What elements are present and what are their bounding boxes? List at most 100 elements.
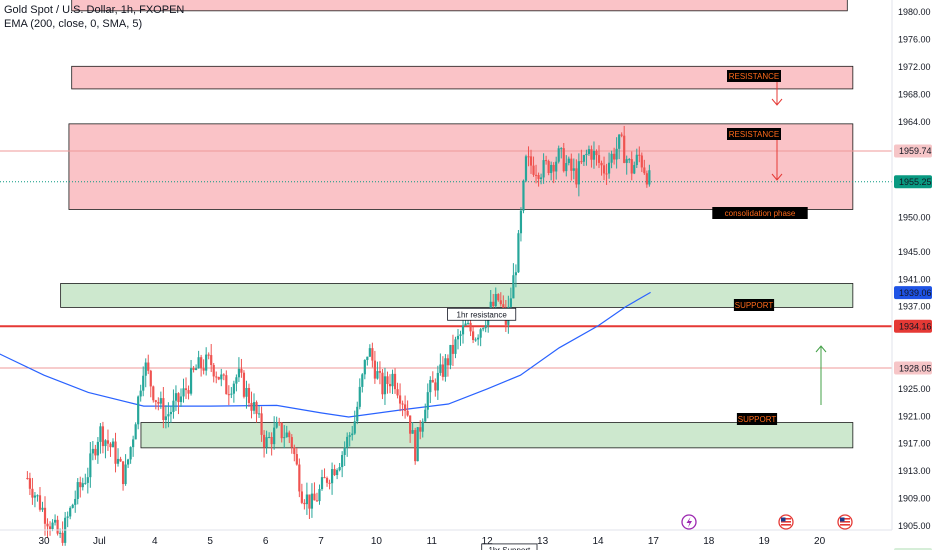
candle-body [300, 491, 303, 503]
resistance-zone[interactable] [71, 0, 848, 12]
candle-body [613, 153, 616, 160]
lightning-event-icon[interactable] [681, 514, 697, 530]
candle-body [466, 322, 470, 324]
candle-body [212, 365, 215, 377]
candle-body [416, 427, 419, 462]
candle [595, 149, 598, 166]
down-arrow-icon[interactable] [771, 136, 783, 181]
support-zone[interactable] [140, 422, 854, 449]
candle [28, 472, 31, 496]
resistance-zone[interactable] [68, 123, 854, 210]
candle-body [587, 149, 591, 154]
candle-body [38, 495, 42, 510]
candle [615, 137, 618, 169]
candle-body [643, 167, 646, 174]
candle [600, 160, 603, 176]
zone-label-bg [712, 207, 808, 219]
candle [94, 444, 97, 460]
candle [575, 159, 578, 188]
time-tick-label: 11 [427, 536, 438, 547]
resistance-zone-label[interactable]: consolidation phase [712, 207, 808, 219]
candle-body [116, 458, 120, 464]
candle-body [346, 436, 349, 448]
candle-body [529, 156, 533, 166]
candle [587, 145, 591, 156]
candle-body [499, 300, 502, 305]
candle-body [366, 356, 369, 361]
candle [643, 159, 646, 175]
candle-body [127, 459, 130, 465]
zone-label-bg [727, 70, 781, 82]
candle-body [371, 348, 374, 361]
candle [426, 383, 429, 419]
candle [577, 153, 580, 197]
candle [313, 482, 316, 501]
support-zone-label[interactable]: SUPPORT [736, 413, 778, 425]
candle [210, 344, 213, 373]
candle-body [273, 427, 276, 445]
candle [53, 514, 57, 526]
candle [449, 344, 452, 370]
price-axis-bg[interactable] [892, 0, 932, 530]
candle-body [482, 328, 485, 330]
candle-body [539, 177, 543, 179]
symbol-title[interactable]: Gold Spot / U.S. Dollar, 1h, FXOPEN [4, 4, 185, 16]
support-zone[interactable] [60, 283, 854, 308]
candle-body [446, 358, 450, 366]
candle-body [240, 368, 243, 373]
candle [240, 358, 243, 378]
resistance-zone-label[interactable]: RESISTANCE [727, 70, 781, 82]
text-annotation[interactable]: 1hr resistance [447, 307, 517, 321]
candle [51, 519, 54, 532]
candle-body [401, 403, 404, 405]
price-tick-label: 1950.00 [898, 213, 931, 223]
candle-body [560, 148, 563, 150]
price-badge[interactable]: 1955.25 [894, 175, 932, 189]
candle-body [386, 376, 389, 384]
chart-legend: Gold Spot / U.S. Dollar, 1h, FXOPEN EMA … [4, 3, 184, 31]
price-badge[interactable]: 1934.16 [894, 319, 932, 333]
candle [431, 371, 434, 383]
candle [628, 157, 631, 164]
up-arrow-icon[interactable] [815, 345, 827, 405]
candle-body [41, 507, 44, 510]
candle [33, 492, 37, 508]
ema-indicator-label[interactable]: EMA (200, close, 0, SMA, 5) [4, 18, 143, 30]
candle-body [333, 469, 336, 476]
annotation-box [447, 307, 517, 321]
price-badge[interactable]: 1939.06 [894, 286, 932, 300]
candle [429, 376, 432, 404]
candle-body [552, 164, 555, 172]
price-badge[interactable]: 1928.05 [894, 361, 932, 375]
price-badge[interactable]: 1959.74 [894, 144, 932, 158]
time-tick-label: Jul [93, 536, 106, 547]
candle-body [179, 396, 183, 403]
us-flag-event-icon[interactable] [837, 514, 853, 530]
candle [200, 354, 203, 377]
candle [318, 484, 321, 505]
candle-body [169, 411, 173, 415]
candle-body [479, 329, 482, 338]
candle [373, 350, 376, 384]
candle-body [137, 396, 140, 425]
candle [164, 405, 167, 429]
candle-body [235, 377, 238, 384]
candle-body [28, 478, 31, 489]
candle [230, 387, 233, 399]
candle-body [441, 364, 444, 377]
us-flag-event-icon[interactable] [778, 514, 794, 530]
time-tick-label: 7 [318, 536, 324, 547]
resistance-zone-label[interactable]: RESISTANCE [727, 128, 781, 140]
support-zone-label[interactable]: SUPPORT [733, 299, 775, 311]
candle-body [376, 371, 379, 379]
resistance-zone[interactable] [71, 65, 854, 90]
candle-body [393, 373, 397, 390]
candle-body [242, 372, 246, 397]
candle-body [373, 360, 376, 379]
candle [497, 293, 500, 302]
candle [590, 145, 593, 168]
candle-body [489, 301, 492, 313]
candle-body [96, 441, 99, 456]
candle [280, 422, 283, 443]
